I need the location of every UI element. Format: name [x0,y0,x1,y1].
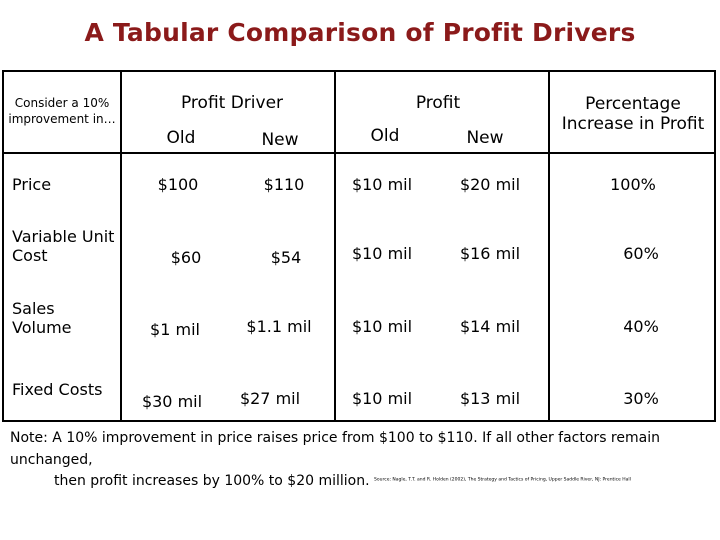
table-cell: $1.1 mil [246,317,312,337]
profit-driver-header: Profit Driver [180,92,284,113]
footnote: Note: A 10% improvement in price raises … [10,428,715,493]
driver-old-header: Old [166,127,196,148]
row-label-variable-unit-cost: Variable Unit Cost [12,226,115,265]
table-cell: $10 mil [351,244,413,264]
table-cell: $10 mil [351,317,413,337]
table-bottom-rule [2,420,716,422]
table-cell: $10 mil [351,175,413,195]
label-column-rule [120,70,122,422]
table-cell: $60 [170,248,202,268]
comparison-table: Consider a 10% improvement in… Profit Dr… [2,70,716,422]
table-cell: 60% [623,244,659,264]
source-citation: Source: Nagle, T.T. and R. Holden (2002)… [374,477,631,483]
profit-column-rule [548,70,550,422]
table-cell: $100 [157,175,199,195]
table-top-rule [2,70,716,72]
header-rule [2,152,716,154]
table-cell: $20 mil [459,175,521,195]
table-cell: 30% [623,389,659,409]
table-cell: 40% [623,317,659,337]
table-left-rule [2,70,4,422]
table-cell: $110 [263,175,305,195]
footnote-line-2-wrap: then profit increases by 100% to $20 mil… [10,471,715,493]
driver-column-rule [334,70,336,422]
row-label-sales-volume: Sales Volume [12,298,72,337]
footnote-line-1: Note: A 10% improvement in price raises … [10,430,660,468]
footnote-line-2: then profit increases by 100% to $20 mil… [54,473,370,490]
table-right-rule [714,70,716,422]
driver-new-header: New [261,129,299,150]
table-cell: $10 mil [351,389,413,409]
table-cell: $54 [270,248,302,268]
table-cell: $1 mil [150,320,200,340]
consider-header: Consider a 10% improvement in… [8,96,116,126]
table-cell: $16 mil [459,244,521,264]
row-label-price: Price [12,175,52,195]
table-cell: $27 mil [239,389,301,409]
table-cell: $30 mil [141,392,203,412]
table-cell: $13 mil [459,389,521,409]
table-cell: 100% [610,175,656,195]
row-label-fixed-costs: Fixed Costs [12,380,103,400]
profit-header: Profit [415,92,461,113]
page-title: A Tabular Comparison of Profit Drivers [84,18,636,47]
table-cell: $14 mil [459,317,521,337]
percentage-increase-header: Percentage Increase in Profit [561,93,705,134]
profit-old-header: Old [370,125,400,146]
profit-new-header: New [466,127,504,148]
